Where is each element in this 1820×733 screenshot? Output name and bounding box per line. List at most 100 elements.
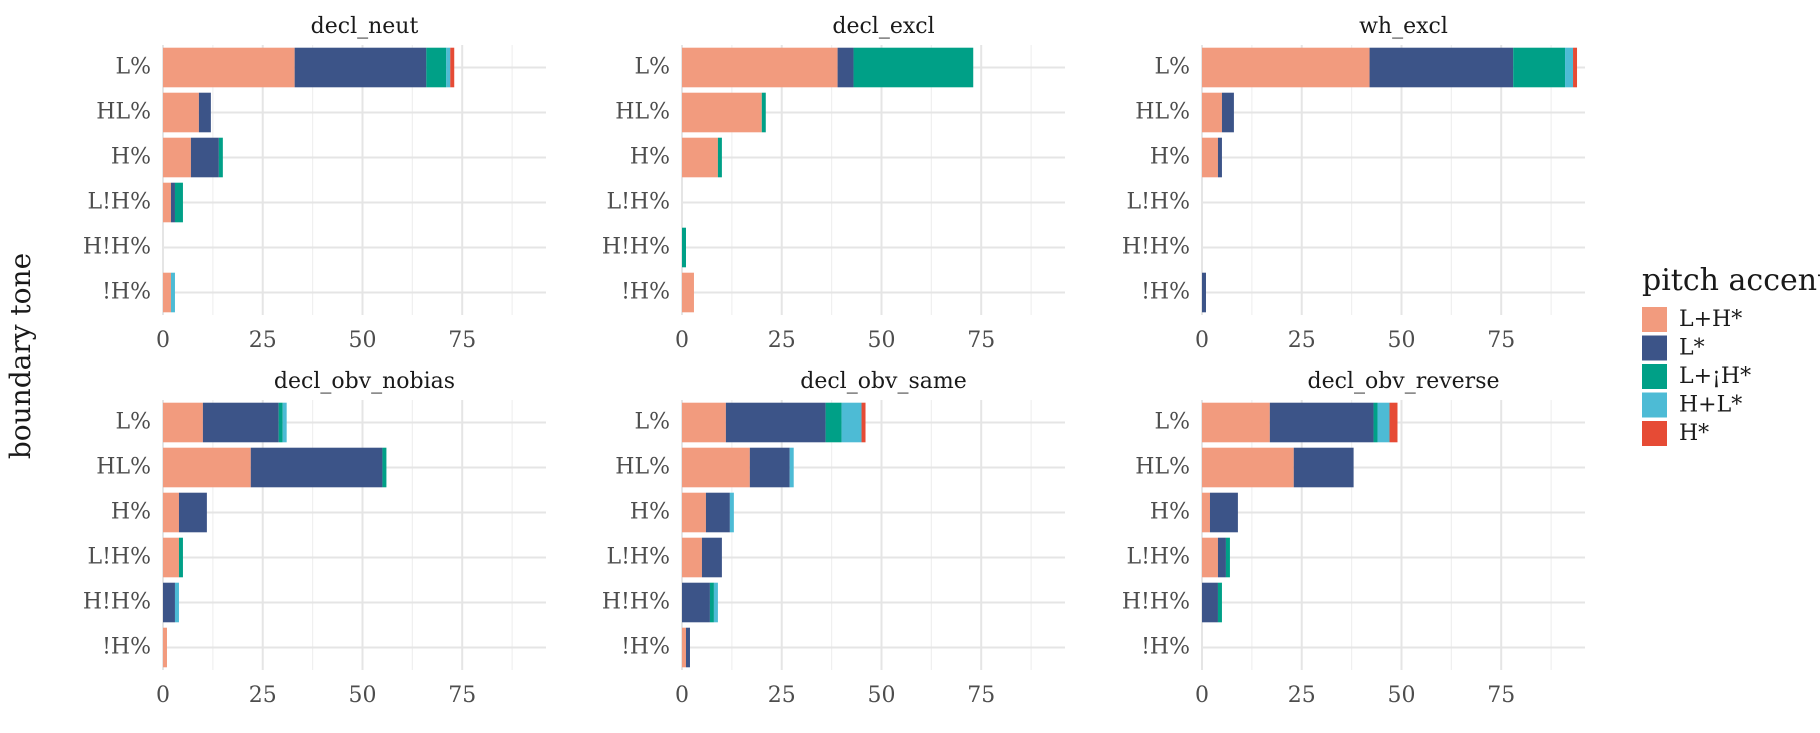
bar-lexcl-hpct-l-plus-hstar bbox=[682, 537, 702, 578]
bar-lpct-l-plus-invhstar bbox=[1513, 47, 1566, 88]
y-tick-label: H!H% bbox=[83, 590, 151, 615]
bar-hpct-l-plus-hstar bbox=[1202, 137, 1218, 178]
y-tick-label: HL% bbox=[615, 455, 670, 480]
bar-hlpct-l-plus-invhstar bbox=[761, 92, 766, 133]
bar-lpct-h-plus-lstar bbox=[282, 402, 287, 443]
bar-excl-hpct-h-plus-lstar bbox=[170, 272, 175, 313]
bar-hlpct-l-plus-hstar bbox=[682, 92, 762, 133]
bar-hpct-l-plus-hstar bbox=[163, 492, 179, 533]
facet-decl-obv-same: decl_obv_same L% HL% H% L!H% H!H% !H%0 25 50 75 bbox=[602, 369, 1065, 708]
bar-hexcl-hpct-h-plus-lstar bbox=[174, 582, 179, 623]
bar-hpct-lstar bbox=[1209, 492, 1238, 533]
legend: pitch accent L+H* L* L+¡H* H+L* H* bbox=[1642, 263, 1820, 446]
y-tick-label: !H% bbox=[621, 635, 670, 660]
bar-lpct-l-plus-hstar bbox=[163, 47, 295, 88]
y-tick-label: !H% bbox=[1141, 635, 1190, 660]
bar-lpct-lstar bbox=[1269, 402, 1374, 443]
y-tick-label: H!H% bbox=[602, 235, 670, 260]
bar-hexcl-hpct-lstar bbox=[1202, 582, 1218, 623]
x-tick-label: 25 bbox=[1288, 328, 1316, 353]
bar-lpct-lstar bbox=[725, 402, 826, 443]
y-tick-label: L% bbox=[115, 55, 151, 80]
bar-hlpct-l-plus-hstar bbox=[1202, 447, 1294, 488]
x-tick-label: 0 bbox=[156, 328, 170, 353]
bar-hlpct-lstar bbox=[250, 447, 383, 488]
y-tick-label: H% bbox=[630, 145, 670, 170]
x-tick-label: 25 bbox=[249, 683, 277, 708]
y-tick-label: L!H% bbox=[606, 545, 670, 570]
x-tick-label: 75 bbox=[1487, 328, 1515, 353]
facet-decl-obv-nobias: decl_obv_nobias L% HL% H% L!H% H!H% !H%0 25 50 75 bbox=[83, 369, 546, 708]
bar-hexcl-hpct-lstar bbox=[163, 582, 175, 623]
bar-hexcl-hpct-h-plus-lstar bbox=[713, 582, 718, 623]
legend-label-h-plus-lstar: H+L* bbox=[1679, 393, 1742, 418]
y-tick-label: L% bbox=[634, 55, 670, 80]
x-tick-label: 50 bbox=[867, 683, 895, 708]
bar-lpct-l-plus-invhstar bbox=[426, 47, 447, 88]
legend-swatch-l-plus-invhstar bbox=[1642, 364, 1667, 389]
facet-title: wh_excl bbox=[1359, 14, 1448, 39]
bar-lpct-lstar bbox=[294, 47, 427, 88]
y-tick-label: HL% bbox=[96, 455, 151, 480]
bar-lpct-l-plus-invhstar bbox=[1373, 402, 1378, 443]
facet-decl-neut: decl_neut L% HL% H% L!H% H!H% !H%0 25 50 75 bbox=[83, 14, 546, 353]
y-tick-label: !H% bbox=[1141, 280, 1190, 305]
y-tick-label: L!H% bbox=[606, 190, 670, 215]
bar-lpct-lstar bbox=[1369, 47, 1514, 88]
y-axis-title: boundary tone bbox=[4, 253, 37, 459]
y-tick-label: L!H% bbox=[1126, 545, 1190, 570]
x-tick-label: 0 bbox=[1195, 683, 1209, 708]
y-tick-label: L!H% bbox=[1126, 190, 1190, 215]
bar-hexcl-hpct-l-plus-invhstar bbox=[1217, 582, 1222, 623]
facet-decl-excl: decl_excl L% HL% H% L!H% H!H% !H%0 25 50 75 bbox=[602, 14, 1065, 353]
bar-lpct-l-plus-hstar bbox=[163, 402, 203, 443]
bar-lexcl-hpct-lstar bbox=[701, 537, 722, 578]
facet-title: decl_neut bbox=[311, 14, 419, 39]
x-tick-label: 50 bbox=[867, 328, 895, 353]
y-tick-label: H% bbox=[111, 500, 151, 525]
legend-label-lstar: L* bbox=[1679, 336, 1705, 361]
y-tick-label: HL% bbox=[96, 100, 151, 125]
legend-swatch-hstar bbox=[1642, 421, 1667, 446]
y-tick-label: H% bbox=[111, 145, 151, 170]
bar-lpct-hstar bbox=[450, 47, 455, 88]
x-tick-label: 75 bbox=[967, 328, 995, 353]
bar-hpct-lstar bbox=[1217, 137, 1222, 178]
bar-lexcl-hpct-lstar bbox=[170, 182, 175, 223]
x-tick-label: 50 bbox=[1387, 328, 1415, 353]
bar-lpct-lstar bbox=[837, 47, 854, 88]
y-tick-label: L% bbox=[1154, 55, 1190, 80]
bar-lpct-l-plus-invhstar bbox=[278, 402, 283, 443]
bar-hpct-l-plus-hstar bbox=[682, 137, 718, 178]
facet-wh-excl: wh_excl L% HL% H% L!H% H!H% !H%0 25 50 75 bbox=[1122, 14, 1585, 353]
bar-hlpct-lstar bbox=[1221, 92, 1234, 133]
legend-swatch-lstar bbox=[1642, 335, 1667, 361]
y-tick-label: !H% bbox=[102, 635, 151, 660]
bar-lpct-h-plus-lstar bbox=[1565, 47, 1574, 88]
bar-hpct-l-plus-invhstar bbox=[218, 137, 223, 178]
y-tick-label: !H% bbox=[621, 280, 670, 305]
facet-title: decl_excl bbox=[832, 14, 934, 39]
bar-lpct-l-plus-invhstar bbox=[853, 47, 974, 88]
bar-hpct-l-plus-hstar bbox=[1202, 492, 1210, 533]
x-tick-label: 25 bbox=[1288, 683, 1316, 708]
bar-hpct-lstar bbox=[705, 492, 730, 533]
facet-decl-obv-reverse: decl_obv_reverse L% HL% H% L!H% H!H% !H%0 25 50 7… bbox=[1122, 369, 1585, 708]
x-tick-label: 25 bbox=[249, 328, 277, 353]
bar-hpct-l-plus-invhstar bbox=[717, 137, 722, 178]
bar-lexcl-hpct-l-plus-hstar bbox=[163, 537, 179, 578]
bar-lpct-l-plus-invhstar bbox=[825, 402, 842, 443]
bar-lpct-hstar bbox=[861, 402, 866, 443]
y-tick-label: L% bbox=[634, 410, 670, 435]
bar-hlpct-l-plus-hstar bbox=[682, 447, 750, 488]
facet-title: decl_obv_nobias bbox=[274, 369, 455, 394]
x-tick-label: 50 bbox=[348, 683, 376, 708]
bar-lexcl-hpct-l-plus-invhstar bbox=[1225, 537, 1230, 578]
x-tick-label: 25 bbox=[768, 328, 796, 353]
x-tick-label: 25 bbox=[768, 683, 796, 708]
bar-hexcl-hpct-l-plus-invhstar bbox=[682, 227, 686, 268]
facet-title: decl_obv_reverse bbox=[1307, 369, 1499, 394]
bar-hpct-l-plus-hstar bbox=[163, 137, 191, 178]
bar-hlpct-lstar bbox=[198, 92, 211, 133]
bar-lexcl-hpct-l-plus-invhstar bbox=[178, 537, 183, 578]
